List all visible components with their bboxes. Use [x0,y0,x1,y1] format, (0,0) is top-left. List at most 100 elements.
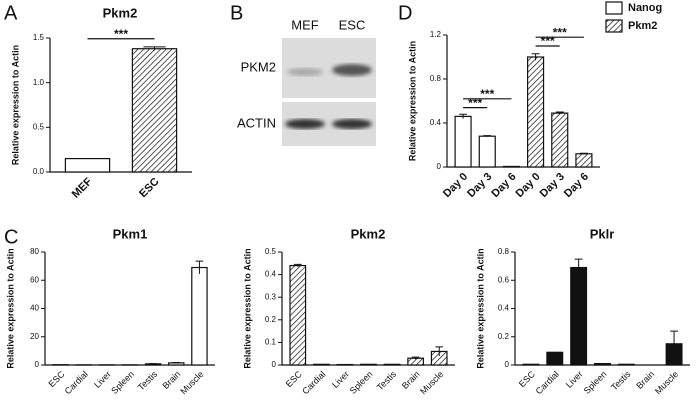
y-tick-label: 0.1 [265,338,277,347]
y-tick-label: 0.8 [430,74,442,83]
x-tick-label: Spleen [109,369,136,396]
x-tick-label: Day 3 [538,171,567,200]
x-tick-label: Day 6 [489,171,518,200]
y-tick-label: 80 [30,247,39,256]
y-tick-label: 40 [30,304,39,313]
y-tick-label: 0.0 [33,167,45,176]
bar [570,266,588,366]
x-tick-label: Cardial [534,369,561,396]
x-tick-label: MEF [70,176,95,201]
western-blot [282,38,376,146]
y-tick-label: 1.5 [33,33,45,42]
panel-label: A [4,2,18,24]
axis [514,252,690,366]
x-tick-label: Testis [136,369,160,393]
error-bar [531,53,540,61]
error-bar [459,113,468,119]
y-tick-label: 0.5 [265,247,277,256]
error-bar [411,356,420,360]
x-tick-label: Liver [330,369,351,390]
x-tick-label: Muscle [653,369,680,396]
blot-row-label: ACTIN [237,115,276,130]
chart-title: Pkm2 [351,226,386,241]
error-bar [143,46,166,51]
y-tick-label: 0 [437,162,442,171]
error-bar [555,111,564,115]
y-tick-label: 1.2 [430,30,442,39]
bar [617,363,635,366]
legend-label: Nanog [628,2,662,14]
x-tick-label: Day 0 [514,171,543,200]
y-tick-label: 0 [35,360,40,369]
y-tick-label: 0.2 [498,332,510,341]
error-bar [574,258,583,277]
y-tick-label: 0.8 [498,247,510,256]
bar [454,115,472,168]
blot-column-label: ESC [339,17,366,32]
x-tick-label: ESC [284,369,305,390]
error-bar [435,346,444,356]
x-tick-label: Muscle [418,369,445,396]
bar [522,363,540,366]
x-tick-label: Liver [92,369,113,390]
chart-title: Pkm2 [103,5,138,20]
y-tick-label: 0.6 [498,275,510,284]
x-tick-label: Liver [564,369,585,390]
y-axis-label: Relative expression to Actin [475,248,485,368]
bar [360,363,377,366]
bar [191,266,208,366]
y-tick-label: 60 [30,275,39,284]
chart-title: Pkm1 [113,226,148,241]
chart-title: Pklr [590,226,615,241]
y-tick-label: 1.0 [33,78,45,87]
error-bar [579,152,588,155]
y-axis-label: Relative expression to Actin [5,248,15,368]
bar [64,158,111,173]
bar [551,112,569,168]
error-bar [195,260,204,274]
axis [281,252,455,366]
x-tick-label: Day 0 [441,171,470,200]
x-tick-label: Spleen [348,369,375,396]
y-tick-label: 0.4 [265,270,277,279]
bar [546,351,564,366]
y-tick-label: 0 [272,360,277,369]
bar [478,135,496,168]
legend-swatch [605,19,623,33]
bar [131,48,178,173]
blot-column-label: MEF [291,17,319,32]
error-bar [172,361,181,364]
y-tick-label: 0 [505,360,510,369]
bar [575,153,593,168]
x-tick-label: ESC [47,369,68,390]
error-bar [483,135,492,137]
panel-label: B [230,2,243,24]
bar [383,363,401,366]
x-tick-label: Testis [375,369,399,393]
y-axis-label: Relative expression to Actin [407,41,417,161]
y-tick-label: 0.4 [498,304,510,313]
error-bar [149,363,157,365]
blot-row-label: PKM2 [241,59,276,74]
bar [594,362,611,366]
bar [289,264,307,366]
significance-label: *** [480,87,494,101]
x-tick-label: Brain [634,369,656,391]
y-tick-label: 20 [30,332,39,341]
panel-label: D [398,2,412,24]
error-bar [670,330,679,357]
y-axis-label: Relative expression to Actin [242,248,252,368]
bar [502,165,520,168]
y-tick-label: 0.4 [430,118,442,127]
significance-label: *** [553,25,567,39]
x-tick-label: ESC [517,369,538,390]
x-tick-label: Testis [609,369,633,393]
x-tick-label: Day 6 [562,171,591,200]
bar [527,56,545,168]
legend-label: Pkm2 [628,20,657,32]
error-bar [293,263,302,267]
x-tick-label: Spleen [582,369,609,396]
bar [312,363,330,366]
x-tick-label: Cardial [63,369,90,396]
